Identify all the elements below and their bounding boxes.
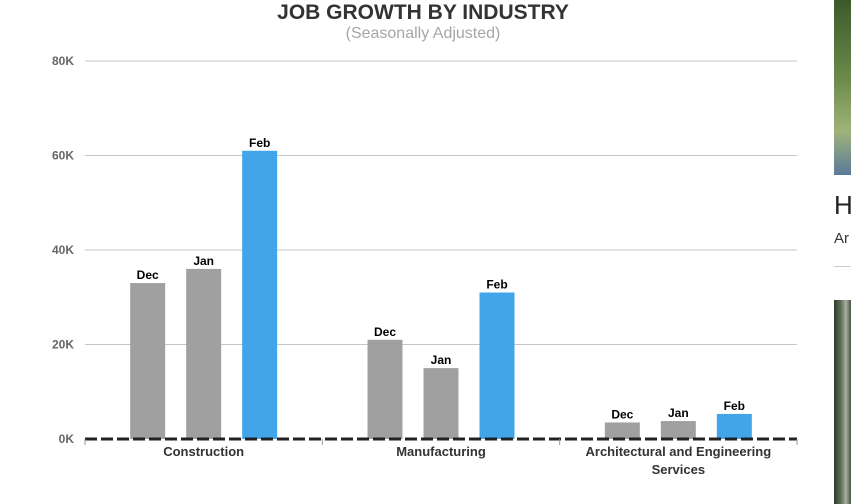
- chart-subtitle: (Seasonally Adjusted): [345, 25, 501, 42]
- data-label: Jan: [668, 406, 689, 420]
- data-label: Feb: [724, 399, 745, 413]
- y-tick-label: 20K: [52, 338, 74, 352]
- y-tick-label: 60K: [52, 149, 74, 163]
- bar-feb: [479, 292, 515, 439]
- y-tick-label: 40K: [52, 243, 74, 257]
- x-category-label: Manufacturing: [396, 444, 486, 459]
- data-label: Jan: [193, 254, 214, 268]
- article-thumbnail-top[interactable]: [834, 0, 851, 175]
- bar-dec: [130, 283, 166, 439]
- data-label: Dec: [137, 268, 159, 282]
- data-label: Jan: [431, 353, 452, 367]
- divider: [834, 266, 851, 267]
- data-label: Feb: [249, 136, 270, 150]
- bar-chart: 0K 20K 40K 60K 80K Dec Jan Feb Construction Dec Ja…: [52, 54, 798, 477]
- x-category-label: Architectural and Engineering: [586, 444, 772, 459]
- article-subtext: Ar: [834, 230, 849, 247]
- data-label: Dec: [374, 325, 396, 339]
- y-tick-label: 0K: [59, 432, 75, 446]
- chart-title: JOB GROWTH BY INDUSTRY: [277, 1, 569, 24]
- bar-feb: [242, 150, 278, 439]
- bar-jan: [186, 268, 222, 439]
- article-heading[interactable]: H: [834, 190, 851, 220]
- data-label: Dec: [611, 407, 633, 421]
- x-category-label: Services: [652, 462, 706, 477]
- bar-dec: [367, 339, 403, 439]
- side-panel: H Ar: [820, 0, 851, 504]
- y-tick-label: 80K: [52, 54, 74, 68]
- x-category-label: Construction: [163, 444, 244, 459]
- data-label: Feb: [486, 278, 507, 292]
- bar-feb: [716, 413, 752, 439]
- bar-dec: [604, 422, 640, 439]
- bar-jan: [660, 421, 696, 439]
- article-thumbnail-bottom[interactable]: [834, 300, 851, 504]
- bar-jan: [423, 368, 459, 439]
